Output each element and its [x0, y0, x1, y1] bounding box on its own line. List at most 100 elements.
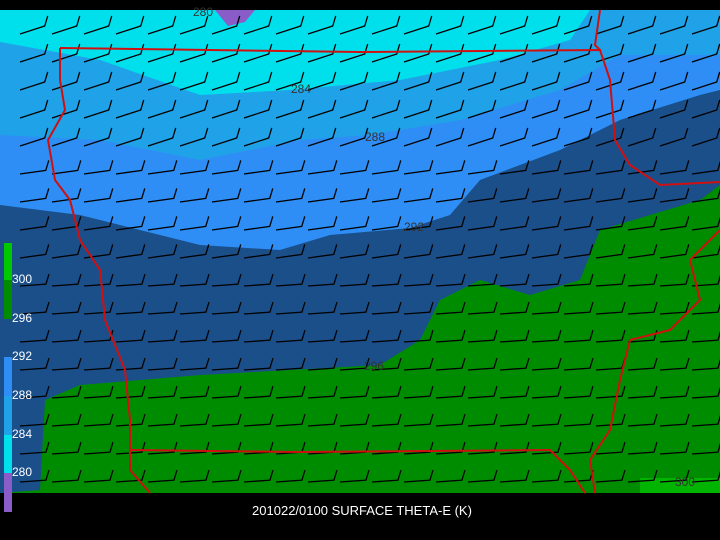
wind-barb — [531, 99, 561, 119]
caption: 201022/0100 SURFACE THETA-E (K) — [252, 503, 472, 518]
wind-barb — [499, 385, 530, 399]
wind-barb — [307, 216, 338, 231]
wind-barb — [499, 43, 529, 63]
wind-barb — [19, 329, 50, 343]
wind-barb — [499, 273, 530, 287]
colorbar-label: 280 — [12, 465, 32, 479]
wind-barb — [243, 71, 273, 91]
wind-barb — [243, 244, 274, 259]
wind-barb — [51, 273, 82, 287]
wind-barb — [19, 71, 49, 91]
wind-barb — [19, 385, 50, 399]
wind-barb — [563, 216, 594, 231]
wind-barb — [499, 99, 529, 119]
wind-barb — [563, 385, 594, 399]
wind-barb — [467, 127, 497, 147]
wind-barb — [147, 357, 178, 371]
wind-barb — [435, 244, 466, 259]
wind-barb — [563, 413, 594, 427]
wind-barb — [243, 357, 274, 371]
wind-barb — [403, 160, 434, 175]
wind-barb — [435, 357, 466, 371]
wind-barb — [147, 385, 178, 399]
wind-barb — [627, 273, 658, 287]
wind-barb — [19, 216, 50, 231]
wind-barb — [659, 413, 690, 427]
wind-barb — [403, 127, 433, 147]
border — [588, 229, 720, 494]
wind-barb — [147, 160, 178, 175]
wind-barb — [403, 216, 434, 231]
colorbar-swatch — [4, 243, 12, 280]
colorbar-label: 284 — [12, 427, 32, 441]
wind-barb — [403, 413, 434, 427]
contour-label: 296 — [364, 359, 384, 373]
wind-barb — [19, 15, 49, 35]
wind-barb — [179, 413, 210, 427]
wind-barb — [147, 329, 178, 343]
wind-barb — [563, 15, 593, 35]
wind-barb — [339, 385, 370, 399]
colorbar-label: 300 — [12, 272, 32, 286]
wind-barb — [435, 43, 465, 63]
wind-barb — [595, 385, 626, 399]
wind-barb — [243, 329, 274, 343]
wind-barb — [51, 301, 82, 315]
wind-barb — [595, 413, 626, 427]
wind-barb — [275, 244, 306, 259]
wind-barb — [659, 15, 689, 35]
contour-label: 284 — [291, 82, 311, 96]
contour-label: 288 — [365, 130, 385, 144]
wind-barb — [83, 15, 113, 35]
wind-barb — [147, 413, 178, 427]
wind-barb — [659, 43, 689, 63]
wind-barb — [83, 469, 114, 483]
wind-barb — [595, 160, 626, 175]
wind-barb — [691, 127, 720, 147]
wind-barb — [211, 127, 241, 147]
wind-barb — [275, 329, 306, 343]
wind-barb — [371, 160, 402, 175]
wind-barb — [19, 357, 50, 371]
wind-barb — [115, 15, 145, 35]
wind-barb — [467, 71, 497, 91]
wind-barb — [371, 188, 402, 203]
wind-barb — [467, 244, 498, 259]
wind-barb — [691, 99, 720, 119]
wind-barb — [339, 99, 369, 119]
wind-barb — [499, 127, 529, 147]
wind-barb — [563, 329, 594, 343]
wind-barb — [51, 385, 82, 399]
wind-barb — [371, 99, 401, 119]
wind-barb — [115, 127, 145, 147]
wind-barb — [435, 329, 466, 343]
wind-barb — [147, 216, 178, 231]
wind-barb — [275, 160, 306, 175]
wind-barb — [275, 469, 306, 483]
wind-barb — [435, 15, 465, 35]
wind-barb — [307, 469, 338, 483]
wind-barb — [339, 43, 369, 63]
wind-barb — [51, 127, 81, 147]
wind-barb — [467, 357, 498, 371]
wind-barb — [659, 357, 690, 371]
colorbar-label: 296 — [12, 311, 32, 325]
wind-barb — [403, 15, 433, 35]
wind-barb — [499, 357, 530, 371]
wind-barb — [243, 273, 274, 287]
wind-barb — [531, 357, 562, 371]
wind-barb — [147, 43, 177, 63]
wind-barb — [563, 160, 594, 175]
wind-barb — [467, 188, 498, 203]
wind-barb — [595, 71, 625, 91]
wind-barb — [243, 99, 273, 119]
wind-barb — [531, 329, 562, 343]
wind-barb — [339, 15, 369, 35]
wind-barb — [627, 413, 658, 427]
wind-barb — [403, 469, 434, 483]
wind-barb — [179, 357, 210, 371]
wind-barb — [531, 15, 561, 35]
wind-barb — [659, 329, 690, 343]
wind-barb — [499, 216, 530, 231]
